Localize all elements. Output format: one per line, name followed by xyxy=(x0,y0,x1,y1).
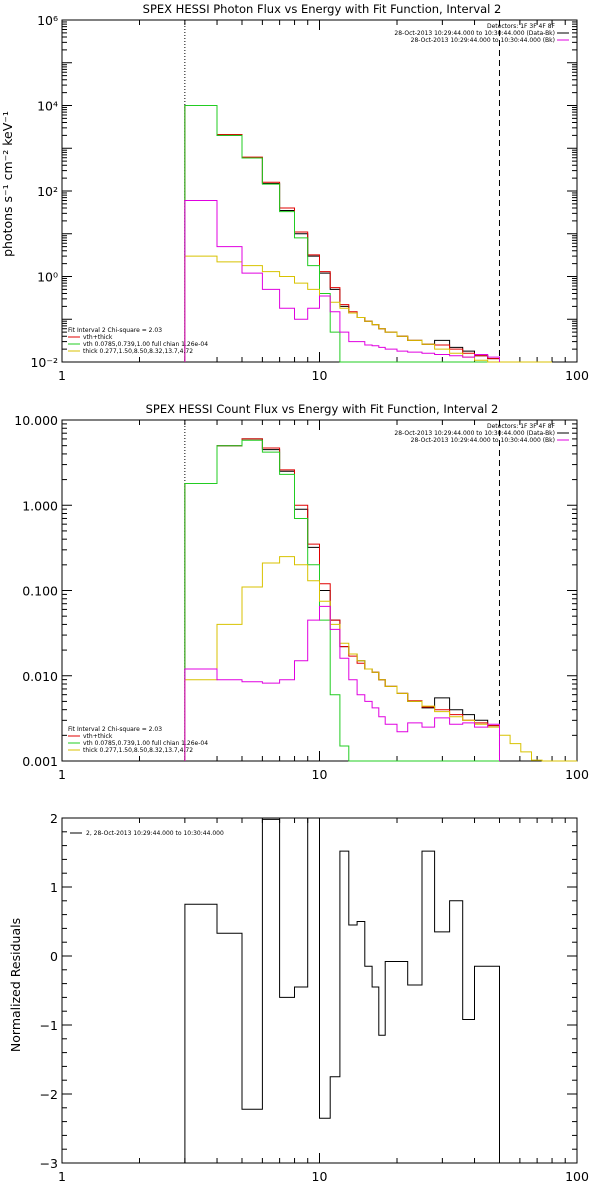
y-tick-label: 10.000 xyxy=(14,413,58,428)
x-tick-label: 10 xyxy=(312,767,328,782)
legend-label: Detectors: 1F 3F 4F 8F xyxy=(487,423,556,430)
legend-label: 28-Oct-2013 10:29:44.000 to 10:30:44.000… xyxy=(411,37,555,44)
photon-flux-ylabel: photons s⁻¹ cm⁻² keV⁻¹ xyxy=(0,111,15,257)
y-tick-label: 0.001 xyxy=(22,754,58,769)
legend-label: Fit Interval 2 Chi-square = 2.03 xyxy=(68,726,162,733)
series-line-0 xyxy=(184,438,500,761)
y-tick-label: 0.010 xyxy=(22,669,58,684)
x-tick-label: 1 xyxy=(58,368,66,383)
legend-label: vth 0.0785,0.739,1.00 full chian 1.26e-0… xyxy=(83,341,208,348)
legend-label: thick 0.277,1.50,8.50,8.32,13.7,4.72 xyxy=(83,348,193,355)
series-line-1 xyxy=(184,438,500,761)
x-tick-label: 10 xyxy=(312,368,328,383)
legend-label: 28-Oct-2013 10:29:44.000 to 10:30:44.000… xyxy=(394,430,555,437)
residuals-legend-top-left: 2, 28-Oct-2013 10:29:44.000 to 10:30:44.… xyxy=(70,830,224,837)
legend-label: vth+thick xyxy=(83,334,113,341)
y-tick-label: 10⁻² xyxy=(30,355,58,370)
legend-label: 28-Oct-2013 10:29:44.000 to 10:30:44.000… xyxy=(394,30,555,37)
y-tick-label: 1 xyxy=(50,880,58,895)
legend-label: vth+thick xyxy=(83,733,113,740)
y-tick-label: 2 xyxy=(50,811,58,826)
residuals-marks xyxy=(184,817,500,1163)
series-line-2 xyxy=(184,439,500,762)
count-flux-title: SPEX HESSI Count Flux vs Energy with Fit… xyxy=(146,402,499,416)
legend-label: vth 0.0785,0.739,1.00 full chian 1.26e-0… xyxy=(83,740,208,747)
photon-flux-panel: SPEX HESSI Photon Flux vs Energy with Fi… xyxy=(0,2,589,383)
count-flux-marks xyxy=(184,438,577,762)
y-tick-label: 0 xyxy=(50,949,58,964)
y-tick-label: 1.000 xyxy=(22,498,58,513)
series-line-0 xyxy=(184,817,500,1163)
series-line-4 xyxy=(184,605,500,761)
y-tick-label: 10⁶ xyxy=(37,13,58,28)
series-line-4 xyxy=(184,200,500,362)
legend-label: thick 0.277,1.50,8.50,8.32,13.7,4.72 xyxy=(83,747,193,754)
series-line-1 xyxy=(184,105,500,362)
x-tick-label: 10 xyxy=(312,1169,328,1184)
legend-label: Detectors: 1F 3F 4F 8F xyxy=(487,23,556,30)
legend-label: 28-Oct-2013 10:29:44.000 to 10:30:44.000… xyxy=(411,437,555,444)
legend-label: Fit Interval 2 Chi-square = 2.03 xyxy=(68,327,162,334)
y-tick-label: 0.100 xyxy=(22,584,58,599)
x-tick-label: 1 xyxy=(58,767,66,782)
photon-flux-axes: 1 10 100 10⁻² 10⁰ 10² 10⁴ 10⁶ xyxy=(30,13,588,383)
x-tick-label: 100 xyxy=(565,767,589,782)
series-line-3 xyxy=(184,255,552,363)
residuals-panel: Normalized Residuals 1 10 100 −3 −2 −1 0 1 2 2, … xyxy=(8,811,589,1184)
x-tick-label: 100 xyxy=(565,1169,589,1184)
count-flux-axes: 1 10 100 0.001 0.010 0.100 1.000 10.000 xyxy=(14,413,589,782)
y-tick-label: 10⁴ xyxy=(37,99,58,114)
series-line-3 xyxy=(184,556,577,762)
residuals-axes: 1 10 100 −3 −2 −1 0 1 2 xyxy=(40,811,589,1184)
y-tick-label: 10⁰ xyxy=(37,270,58,285)
count-flux-panel: SPEX HESSI Count Flux vs Energy with Fit… xyxy=(14,402,589,782)
photon-flux-title: SPEX HESSI Photon Flux vs Energy with Fi… xyxy=(143,2,502,16)
y-tick-label: 10² xyxy=(37,184,58,199)
x-tick-label: 100 xyxy=(565,368,589,383)
series-line-2 xyxy=(184,105,500,363)
series-line-0 xyxy=(184,105,500,362)
residuals-ylabel: Normalized Residuals xyxy=(8,918,23,1052)
legend-label: 2, 28-Oct-2013 10:29:44.000 to 10:30:44.… xyxy=(86,830,224,837)
y-tick-label: −3 xyxy=(40,1156,58,1171)
photon-flux-legend-bottom-left: Fit Interval 2 Chi-square = 2.03vth+thic… xyxy=(68,327,208,355)
y-tick-label: −1 xyxy=(40,1018,58,1033)
x-tick-label: 1 xyxy=(58,1169,66,1184)
count-flux-legend-bottom-left: Fit Interval 2 Chi-square = 2.03vth+thic… xyxy=(68,726,208,754)
photon-flux-marks xyxy=(184,105,552,363)
y-tick-label: −2 xyxy=(40,1087,58,1102)
